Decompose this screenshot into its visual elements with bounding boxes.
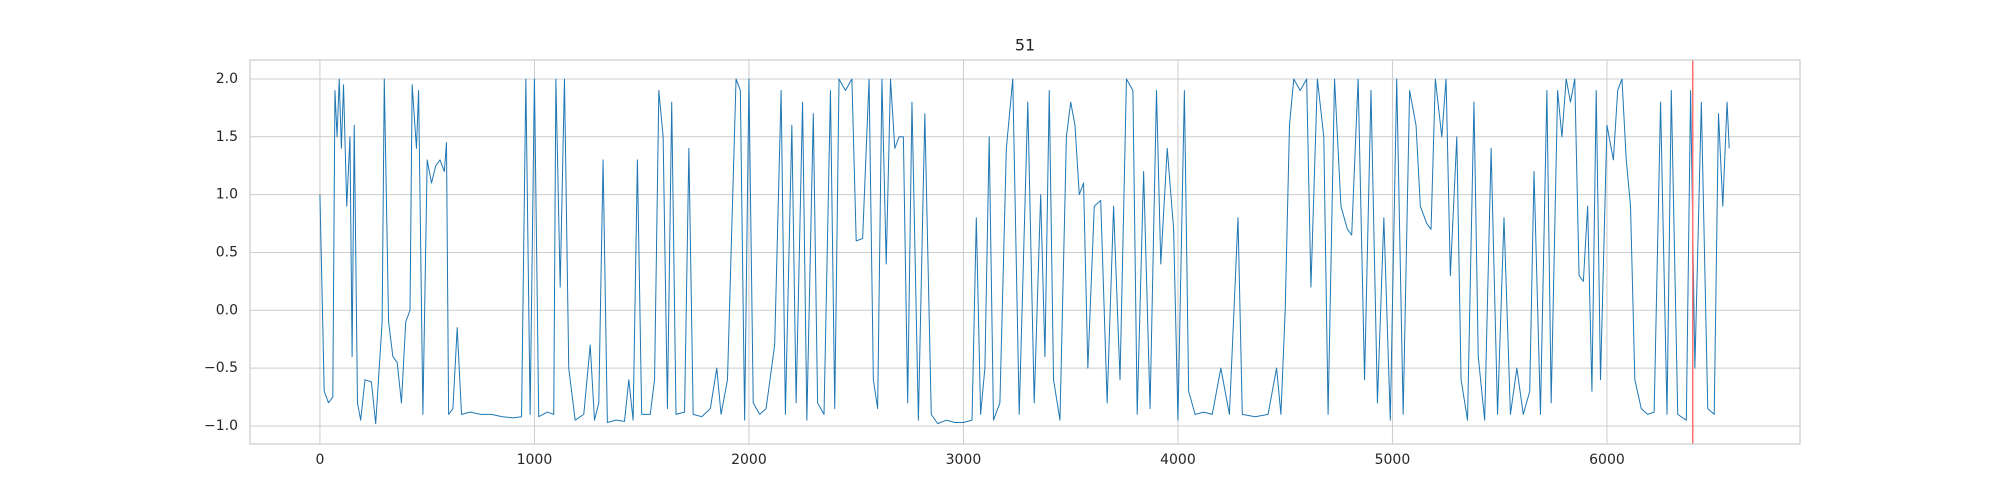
x-tick-label: 3000 (946, 452, 982, 468)
x-tick-label: 2000 (731, 452, 767, 468)
x-tick-label: 4000 (1160, 452, 1196, 468)
chart-title: 51 (1015, 36, 1035, 55)
y-tick-label: 1.0 (216, 187, 238, 203)
y-tick-label: 1.5 (216, 129, 238, 145)
x-tick-label: 0 (315, 452, 324, 468)
x-tick-label: 1000 (517, 452, 553, 468)
y-tick-label: 0.0 (216, 302, 238, 318)
y-tick-label: 0.5 (216, 244, 238, 260)
plot-frame (249, 59, 1801, 445)
x-tick-label: 5000 (1375, 452, 1411, 468)
x-tick-label: 6000 (1589, 452, 1625, 468)
y-tick-label: −1.0 (204, 418, 238, 434)
y-tick-label: −0.5 (204, 360, 238, 376)
data-line (319, 78, 1730, 425)
y-tick-label: 2.0 (216, 71, 238, 87)
